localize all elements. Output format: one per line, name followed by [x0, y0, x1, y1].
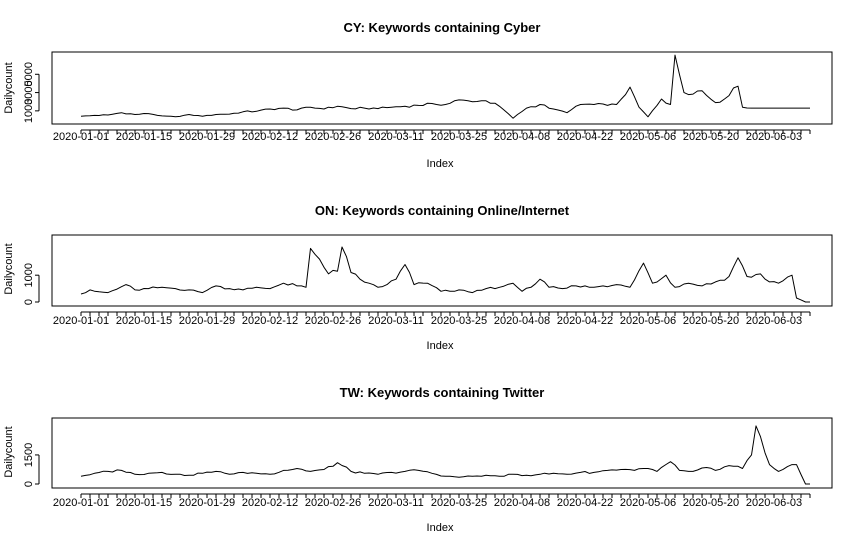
x-tick-label: 2020-06-03 [746, 497, 802, 509]
x-tick-label: 2020-04-22 [557, 497, 613, 509]
y-axis-title: Dailycount [3, 426, 15, 477]
plot-frame [51, 417, 833, 489]
x-tick-label: 2020-04-08 [494, 131, 550, 143]
x-tick-label: 2020-05-20 [683, 497, 739, 509]
x-tick-label: 2020-05-20 [683, 315, 739, 327]
x-tick-label: 2020-01-15 [116, 315, 172, 327]
y-tick-label: 1500 [23, 443, 35, 467]
x-tick-label: 2020-02-12 [242, 131, 298, 143]
x-tick-label: 2020-01-01 [53, 131, 109, 143]
plot-frame [51, 51, 833, 125]
x-tick-label: 2020-03-11 [368, 131, 423, 143]
y-tick-label: 0 [23, 481, 35, 487]
chart-title: ON: Keywords containing Online/Internet [315, 203, 570, 218]
series-line [80, 246, 810, 303]
series-line [80, 54, 810, 119]
x-tick-label: 2020-01-15 [116, 131, 172, 143]
x-axis-title: Index [427, 158, 454, 170]
chart-title: TW: Keywords containing Twitter [340, 385, 545, 400]
x-tick-label: 2020-01-01 [53, 315, 109, 327]
x-axis-title: Index [427, 340, 454, 352]
y-axis-title: Dailycount [3, 243, 15, 294]
x-tick-label: 2020-06-03 [746, 131, 802, 143]
plot-frame [51, 234, 833, 307]
x-tick-label: 2020-05-06 [620, 497, 676, 509]
x-tick-label: 2020-02-26 [305, 131, 361, 143]
x-tick-label: 2020-02-26 [305, 315, 361, 327]
y-tick-label: 1000 [23, 263, 35, 287]
chart-panel-3: TW: Keywords containing Twitter 0 1500 Dail… [3, 385, 833, 534]
x-tick-label: 2020-01-29 [179, 131, 235, 143]
x-tick-label: 2020-05-06 [620, 315, 676, 327]
x-tick-label: 2020-03-11 [368, 497, 423, 509]
x-tick-label: 2020-02-26 [305, 497, 361, 509]
x-tick-label: 2020-03-25 [431, 131, 487, 143]
y-tick-label: 5000 [23, 62, 35, 86]
x-tick-label: 2020-01-15 [116, 497, 172, 509]
chart-title: CY: Keywords containing Cyber [344, 20, 541, 35]
chart-panel-2: ON: Keywords containing Online/Internet 0… [3, 203, 833, 352]
y-axis-title: Dailycount [3, 62, 15, 113]
x-tick-label: 2020-04-22 [557, 315, 613, 327]
x-tick-label: 2020-01-29 [179, 497, 235, 509]
y-tick-label: 1000 [23, 99, 35, 123]
x-tick-label: 2020-04-22 [557, 131, 613, 143]
x-tick-label: 2020-04-08 [494, 315, 550, 327]
x-tick-label: 2020-01-29 [179, 315, 235, 327]
x-tick-label: 2020-01-01 [53, 497, 109, 509]
y-tick-label: 3000 [23, 80, 35, 104]
x-tick-label: 2020-02-12 [242, 497, 298, 509]
x-tick-label: 2020-02-12 [242, 315, 298, 327]
x-tick-label: 2020-06-03 [746, 315, 802, 327]
x-tick-label: 2020-05-20 [683, 131, 739, 143]
x-tick-label: 2020-04-08 [494, 497, 550, 509]
series-line [80, 425, 810, 485]
x-tick-label: 2020-03-25 [431, 497, 487, 509]
x-tick-label: 2020-03-11 [368, 315, 423, 327]
x-tick-label: 2020-05-06 [620, 131, 676, 143]
y-tick-label: 0 [23, 299, 35, 305]
x-tick-label: 2020-03-25 [431, 315, 487, 327]
x-axis-title: Index [427, 522, 454, 534]
chart-panel-1: CY: Keywords containing Cyber 10003000500… [3, 20, 833, 170]
